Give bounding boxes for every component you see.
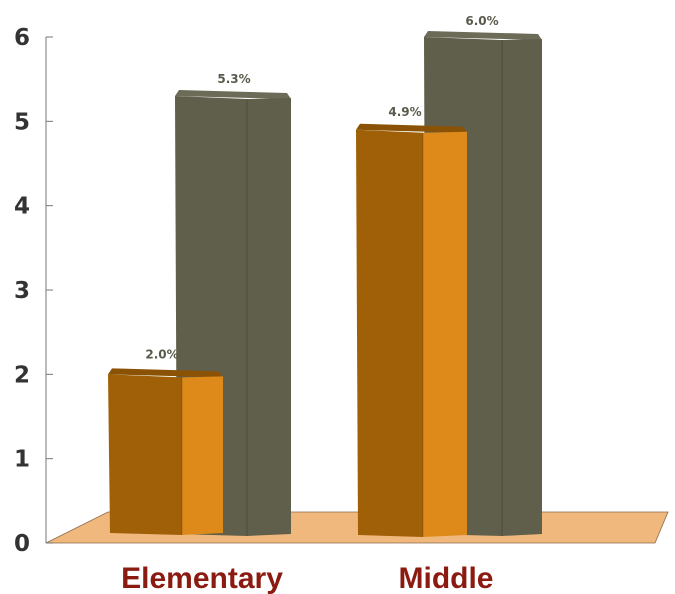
- bar-middle-series-1: [356, 123, 467, 537]
- y-tick-label: 3: [14, 278, 30, 304]
- y-tick-label: 2: [14, 362, 30, 388]
- y-tick-label: 6: [14, 25, 30, 51]
- category-labels: Elementary Middle: [121, 562, 493, 594]
- category-label: Middle: [399, 562, 494, 594]
- data-label: 6.0%: [465, 14, 498, 28]
- y-tick-label: 0: [14, 531, 30, 557]
- y-axis: 0 1 2 3 4 5 6: [14, 25, 53, 557]
- data-label: 5.3%: [217, 72, 250, 86]
- bar-elementary-series-1: [108, 368, 223, 535]
- data-label: 4.9%: [388, 105, 421, 119]
- y-tick-label: 1: [14, 447, 30, 473]
- category-label: Elementary: [121, 562, 283, 594]
- y-tick-label: 4: [14, 194, 30, 220]
- data-labels: 2.0% 5.3% 4.9% 6.0%: [145, 14, 498, 361]
- y-tick-label: 5: [14, 109, 30, 135]
- data-label: 2.0%: [145, 347, 178, 361]
- bars: [108, 31, 542, 537]
